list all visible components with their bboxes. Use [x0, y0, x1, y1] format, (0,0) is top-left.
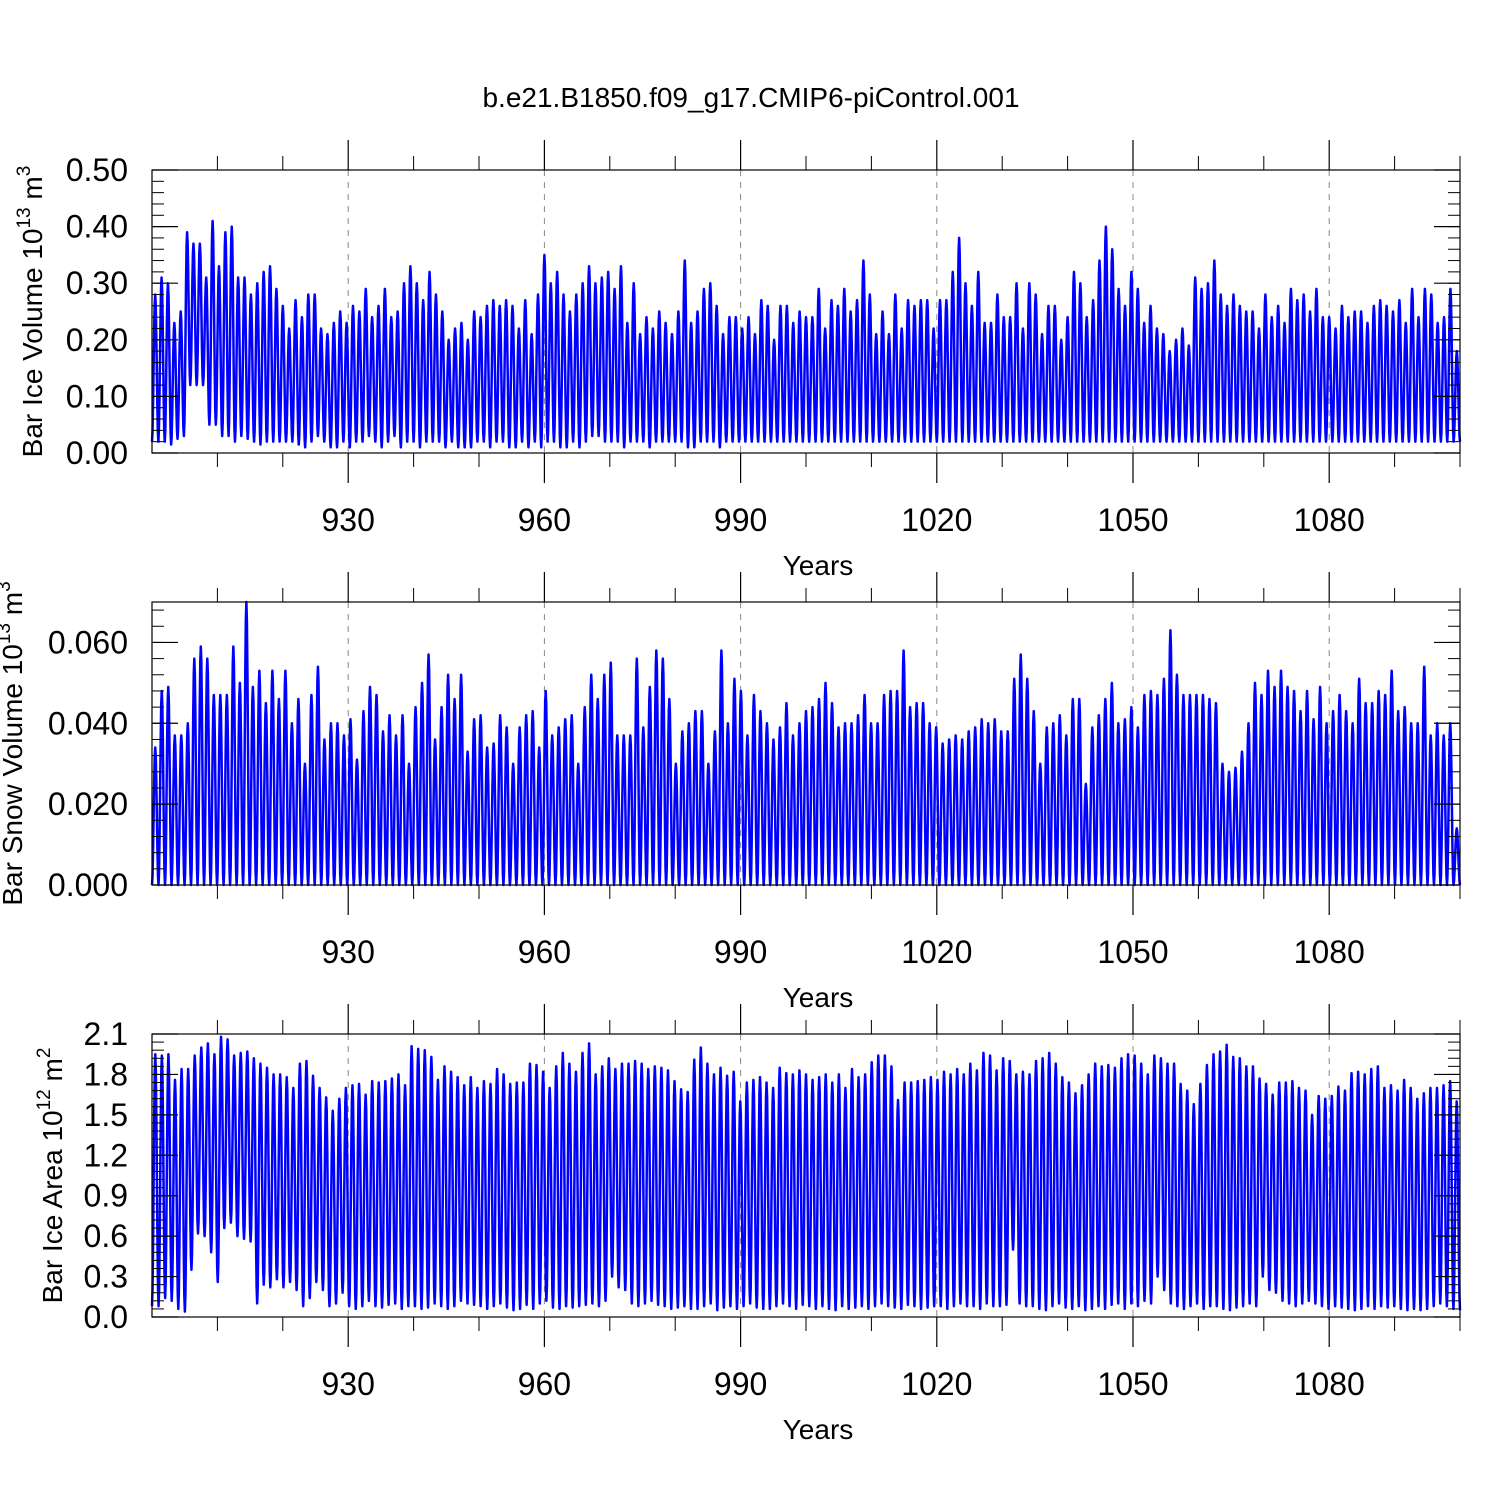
y-tick-label: 0.00: [66, 435, 128, 471]
y-tick-label: 0.50: [66, 152, 128, 188]
y-axis-title-unit-exponent: 2: [34, 1048, 55, 1059]
x-tick-label: 1080: [1294, 1366, 1365, 1402]
y-tick-label: 0.020: [48, 786, 128, 822]
y-tick-label: 1.2: [84, 1137, 128, 1173]
y-axis-title-unit: m: [0, 592, 28, 623]
x-tick-label: 1020: [901, 502, 972, 538]
x-axis-title: Years: [783, 550, 854, 581]
x-tick-label: 960: [518, 502, 571, 538]
y-tick-label: 0.40: [66, 209, 128, 245]
y-axis-title-exponent: 12: [34, 1089, 55, 1110]
x-tick-label: 930: [322, 1366, 375, 1402]
y-tick-label: 0.10: [66, 378, 128, 414]
x-tick-label: 1020: [901, 934, 972, 970]
x-tick-label: 960: [518, 1366, 571, 1402]
panel-ice-area: 930 960 990 1020 1050 1080 0.0 0.3 0.6 0.9 1.2 1.5 1…: [34, 1004, 1462, 1445]
y-axis-title: Bar Ice Volume 1013 m3: [14, 166, 48, 458]
x-tick-label: 1050: [1097, 1366, 1168, 1402]
x-tick-label: 990: [714, 934, 767, 970]
y-tick-label: 0.0: [84, 1299, 128, 1335]
y-axis-title-unit-exponent: 3: [0, 581, 15, 592]
x-tick-label: 1050: [1097, 934, 1168, 970]
x-tick-label: 1050: [1097, 502, 1168, 538]
y-tick-label: 0.060: [48, 624, 128, 660]
x-tick-label: 930: [322, 934, 375, 970]
series-line-ice-area: [150, 1035, 1462, 1313]
x-tick-label: 1080: [1294, 502, 1365, 538]
x-tick-label: 990: [714, 502, 767, 538]
y-axis-title-exponent: 13: [14, 207, 35, 228]
y-axis-title-main: Bar Ice Volume 10: [17, 229, 48, 458]
chart-title: b.e21.B1850.f09_g17.CMIP6-piControl.001: [482, 82, 1019, 113]
y-tick-label: 1.8: [84, 1056, 128, 1092]
y-axis-title-unit-exponent: 3: [14, 166, 35, 177]
y-tick-label: 0.040: [48, 705, 128, 741]
y-tick-label: 0.6: [84, 1218, 128, 1254]
panel-ice-volume: 930 960 990 1020 1050 1080 0.00 0.10 0.20 0.30 0.4…: [14, 140, 1462, 581]
y-axis-title-main: Bar Ice Area 10: [37, 1110, 68, 1303]
y-tick-label: 1.5: [84, 1097, 128, 1133]
x-tick-label: 990: [714, 1366, 767, 1402]
y-axis-title-unit: m: [37, 1058, 68, 1089]
x-tick-label: 1080: [1294, 934, 1365, 970]
series-line-snow-volume: [150, 600, 1462, 887]
x-axis-title: Years: [783, 1414, 854, 1445]
panel-snow-volume: 930 960 990 1020 1050 1080 0.000 0.020 0.040 0.06…: [0, 572, 1462, 1013]
y-tick-label: 0.20: [66, 322, 128, 358]
x-tick-label: 960: [518, 934, 571, 970]
y-axis-title: Bar Snow Volume 1013 m3: [0, 581, 28, 905]
y-axis-title-main: Bar Snow Volume 10: [0, 644, 28, 906]
y-tick-label: 0.3: [84, 1259, 128, 1295]
y-axis-title-exponent: 13: [0, 623, 15, 644]
y-tick-label: 0.9: [84, 1178, 128, 1214]
y-tick-label: 0.000: [48, 867, 128, 903]
y-tick-label: 2.1: [84, 1016, 128, 1052]
y-axis-title-unit: m: [17, 176, 48, 207]
y-tick-label: 0.30: [66, 265, 128, 301]
series-line-ice-volume: [150, 219, 1462, 449]
x-tick-label: 1020: [901, 1366, 972, 1402]
x-axis-title: Years: [783, 982, 854, 1013]
x-tick-label: 930: [322, 502, 375, 538]
y-axis-title: Bar Ice Area 1012 m2: [34, 1048, 68, 1304]
